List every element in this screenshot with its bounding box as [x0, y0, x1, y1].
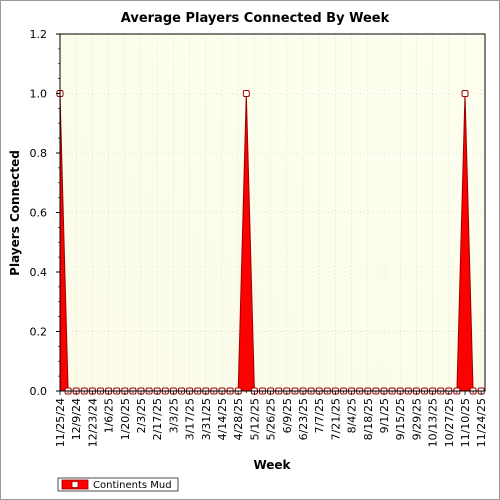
legend-label: Continents Mud — [93, 480, 172, 491]
x-tick-label: 6/9/25 — [281, 398, 294, 433]
x-tick-label: 10/13/25 — [427, 398, 440, 447]
x-tick-label: 8/4/25 — [346, 398, 359, 433]
x-tick-label: 5/12/25 — [248, 398, 261, 440]
y-tick-label: 0.0 — [30, 385, 48, 398]
x-tick-label: 9/1/25 — [378, 398, 391, 433]
legend-swatch — [61, 479, 89, 490]
x-tick-label: 9/29/25 — [410, 398, 423, 440]
x-tick-label: 4/14/25 — [216, 398, 229, 440]
y-tick-label: 0.2 — [30, 326, 48, 339]
y-axis: 0.0 0.2 0.4 0.6 0.8 1.0 1.2 — [30, 28, 60, 398]
x-tick-label: 12/9/24 — [70, 398, 83, 440]
x-tick-label: 3/3/25 — [167, 398, 180, 433]
x-tick-label: 12/23/24 — [86, 398, 99, 447]
y-tick-label: 1.2 — [30, 28, 48, 41]
x-tick-label: 5/26/25 — [265, 398, 278, 440]
chart-title: Average Players Connected By Week — [121, 11, 390, 26]
x-tick-label: 11/24/25 — [475, 398, 488, 447]
x-tick-label: 7/21/25 — [329, 398, 342, 440]
legend-swatch-marker — [71, 481, 79, 488]
x-tick-label: 3/31/25 — [200, 398, 213, 440]
x-tick-label: 4/28/25 — [232, 398, 245, 440]
x-tick-label: 10/27/25 — [443, 398, 456, 447]
x-tick-label: 11/10/25 — [459, 398, 472, 447]
x-axis-title: Week — [253, 458, 291, 472]
x-tick-label: 6/23/25 — [297, 398, 310, 440]
y-tick-label: 0.8 — [30, 147, 48, 160]
legend: Continents Mud — [57, 477, 179, 492]
y-tick-label: 0.4 — [30, 266, 48, 279]
x-tick-label: 2/17/25 — [151, 398, 164, 440]
x-axis: 11/25/24 12/9/24 12/23/24 1/6/25 1/20/25 2/3/… — [54, 391, 488, 447]
y-axis-title: Players Connected — [8, 150, 22, 276]
data-point — [461, 90, 469, 97]
x-tick-label: 2/3/25 — [135, 398, 148, 433]
x-tick-label: 9/15/25 — [394, 398, 407, 440]
y-tick-label: 0.6 — [30, 207, 48, 220]
x-tick-label: 1/20/25 — [119, 398, 132, 440]
y-tick-label: 1.0 — [30, 88, 48, 101]
x-tick-label: 7/7/25 — [313, 398, 326, 433]
x-tick-label: 8/18/25 — [362, 398, 375, 440]
x-tick-label: 11/25/24 — [54, 398, 67, 447]
data-point — [242, 90, 250, 97]
x-tick-label: 3/17/25 — [184, 398, 197, 440]
x-tick-label: 1/6/25 — [103, 398, 116, 433]
